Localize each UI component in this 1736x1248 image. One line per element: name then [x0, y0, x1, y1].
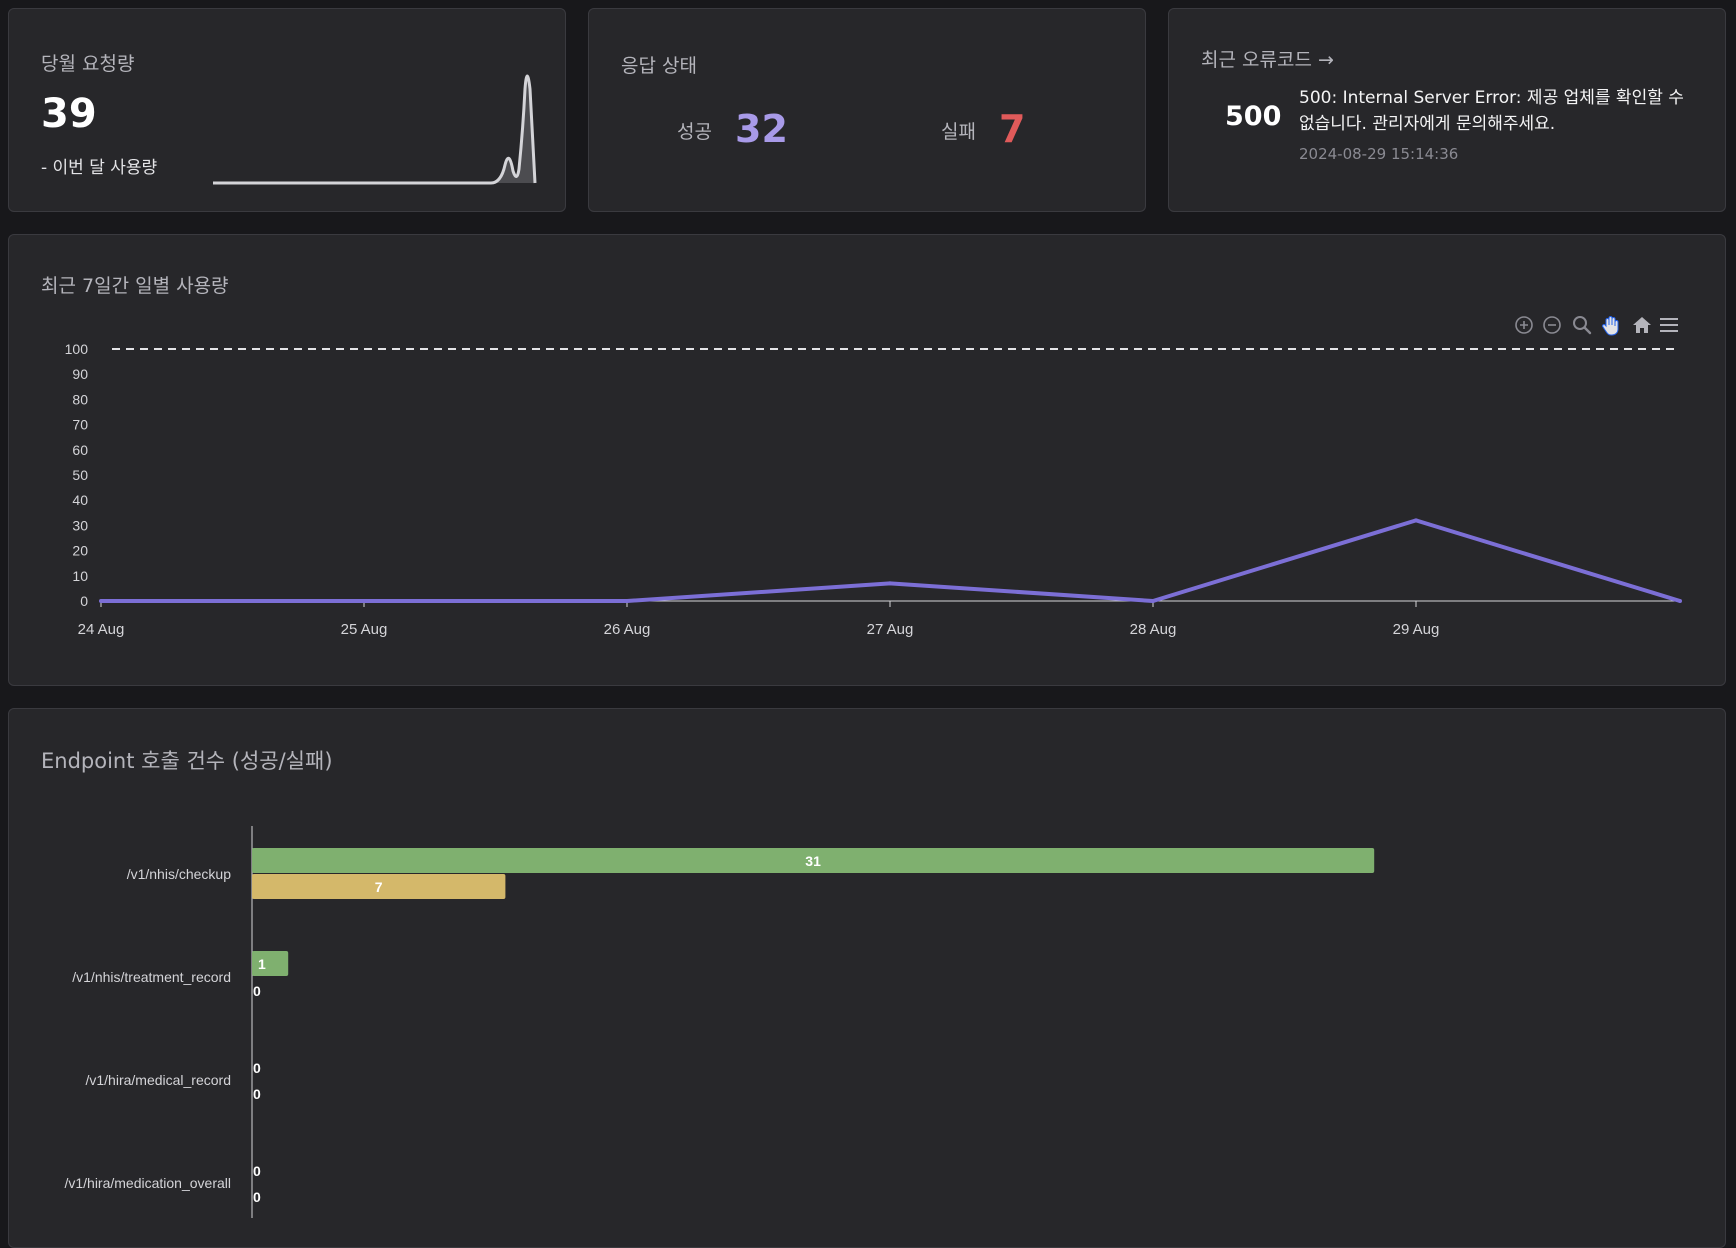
success-count: 32	[735, 107, 788, 151]
success-bar	[252, 951, 289, 976]
failure-bar	[252, 874, 506, 899]
daily-usage-title: 최근 7일간 일별 사용량	[41, 275, 229, 297]
failure-label: 실패	[941, 121, 976, 143]
y-tick-label: 60	[72, 442, 88, 458]
y-tick-label: 10	[72, 568, 88, 584]
monthly-requests-card: 당월 요청량 39 - 이번 달 사용량	[8, 8, 566, 212]
bar-value-label: 0	[253, 1163, 261, 1179]
y-tick-label: 0	[80, 593, 88, 609]
bar-value-label: 7	[375, 879, 383, 895]
endpoint-calls-card: Endpoint 호출 건수 (성공/실패)	[8, 708, 1726, 1248]
recent-error-message: 500: Internal Server Error: 제공 업체를 확인할 수…	[1299, 88, 1684, 134]
x-tick-label: 26 Aug	[604, 621, 651, 638]
daily-usage-point	[1678, 599, 1682, 603]
x-tick-label: 27 Aug	[867, 621, 914, 638]
y-tick-label: 30	[72, 517, 88, 533]
category-label: /v1/hira/medical_record	[85, 1072, 231, 1088]
bar-value-label: 0	[253, 1086, 261, 1102]
endpoint-bar-chart: /v1/nhis/checkup 31 7/v1/nhis/treatment_re…	[64, 826, 1375, 1218]
recent-error-code: 500	[1225, 101, 1282, 132]
monthly-requests-count: 39	[41, 91, 97, 137]
monthly-requests-title: 당월 요청량	[41, 53, 135, 75]
category-label: /v1/hira/medication_overall	[64, 1175, 231, 1191]
daily-usage-point	[99, 599, 103, 603]
daily-usage-point	[1414, 518, 1418, 523]
failure-count: 7	[999, 107, 1026, 151]
response-status-title: 응답 상태	[621, 55, 697, 77]
zoom-out-icon[interactable]	[1541, 314, 1563, 336]
monthly-requests-caption: - 이번 달 사용량	[41, 158, 158, 178]
y-tick-label: 90	[72, 366, 88, 382]
response-status-card: 응답 상태 성공 32 실패 7	[588, 8, 1146, 212]
x-tick-label: 29 Aug	[1393, 621, 1440, 638]
recent-error-title-link[interactable]: 최근 오류코드 →	[1201, 49, 1334, 71]
monthly-sparkline	[213, 74, 537, 185]
y-tick-label: 40	[72, 492, 88, 508]
magnifier-icon[interactable]	[1571, 314, 1593, 336]
zoom-in-icon[interactable]	[1513, 314, 1535, 336]
daily-usage-card: 최근 7일간 일별 사용량	[8, 234, 1726, 686]
y-tick-label: 80	[72, 391, 88, 407]
daily-usage-point	[625, 599, 629, 603]
pan-hand-icon[interactable]	[1600, 314, 1622, 336]
success-bar	[252, 848, 1375, 873]
bar-value-label: 0	[253, 1060, 261, 1076]
bar-value-label: 31	[805, 853, 821, 869]
y-tick-label: 50	[72, 467, 88, 483]
success-label: 성공	[677, 121, 712, 143]
daily-usage-point	[362, 599, 366, 603]
daily-usage-point	[888, 581, 892, 586]
endpoint-calls-title: Endpoint 호출 건수 (성공/실패)	[41, 749, 333, 773]
y-tick-label: 20	[72, 543, 88, 559]
x-tick-label: 24 Aug	[78, 621, 125, 638]
x-tick-label: 28 Aug	[1130, 621, 1177, 638]
recent-error-card[interactable]: 최근 오류코드 → 500 500: Internal Server Error…	[1168, 8, 1726, 212]
bar-value-label: 0	[253, 983, 261, 999]
menu-icon[interactable]	[1658, 314, 1680, 336]
category-label: /v1/nhis/treatment_record	[72, 969, 231, 985]
x-tick-label: 25 Aug	[341, 621, 388, 638]
daily-usage-line-chart: 0 10 20 30 40 50 60 70 80 90 100 24 Aug 25 Aug 26 Aug…	[65, 341, 1682, 638]
daily-usage-point	[1151, 599, 1155, 603]
y-tick-label: 70	[72, 417, 88, 433]
recent-error-timestamp: 2024-08-29 15:14:36	[1299, 145, 1459, 163]
home-icon[interactable]	[1631, 314, 1653, 336]
category-label: /v1/nhis/checkup	[127, 866, 231, 882]
y-tick-label: 100	[65, 341, 89, 357]
bar-value-label: 0	[253, 1189, 261, 1205]
bar-value-label: 1	[258, 956, 266, 972]
